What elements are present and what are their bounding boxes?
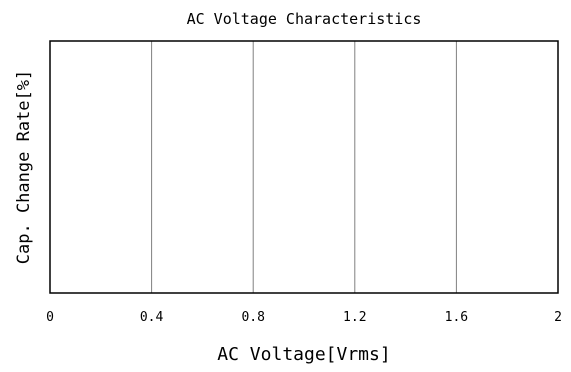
x-tick-label: 1.2 bbox=[343, 310, 366, 325]
y-axis-label: Cap. Change Rate[%] bbox=[14, 70, 34, 264]
chart-title: AC Voltage Characteristics bbox=[187, 10, 422, 28]
x-tick-label: 1.6 bbox=[445, 310, 468, 325]
grid-lines bbox=[151, 41, 457, 293]
x-tick-labels: 0 0.4 0.8 1.2 1.6 2 bbox=[46, 310, 562, 325]
x-tick-label: 0 bbox=[46, 310, 54, 325]
x-tick-label: 0.8 bbox=[241, 310, 264, 325]
x-tick-label: 0.4 bbox=[140, 310, 164, 325]
x-tick-label: 2 bbox=[554, 310, 562, 325]
plot-area-frame bbox=[49, 40, 559, 294]
x-axis-label: AC Voltage[Vrms] bbox=[217, 344, 390, 365]
